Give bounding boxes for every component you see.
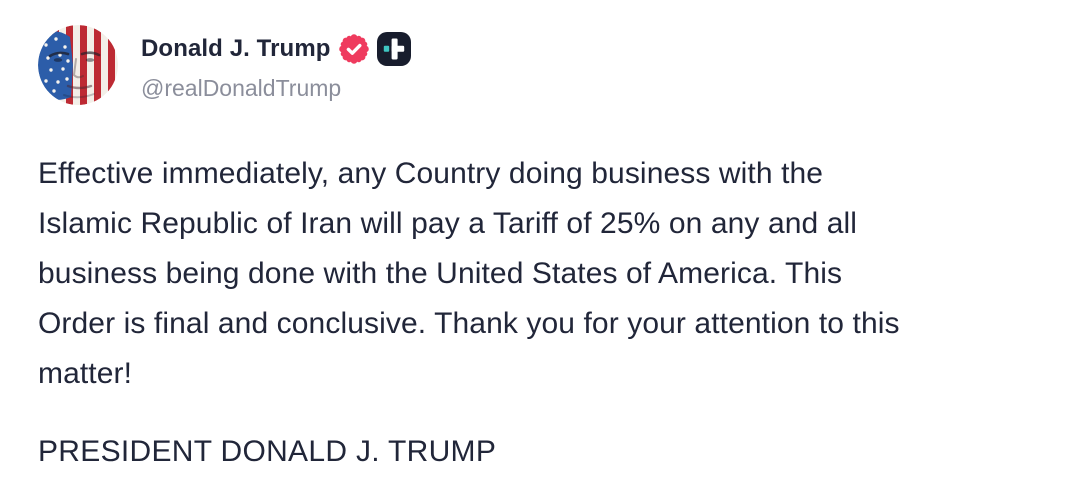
post-text-line: Order is final and conclusive. Thank you… <box>38 307 900 340</box>
author-name-row: Donald J. Trump <box>141 32 411 66</box>
truth-social-icon <box>376 32 411 66</box>
post-text-line: Effective immediately, any Country doing… <box>38 157 824 190</box>
author-handle[interactable]: @realDonaldTrump <box>141 75 342 101</box>
post-signature: PRESIDENT DONALD J. TRUMP <box>38 435 497 468</box>
post-body: Effective immediately, any Country doing… <box>38 149 1051 399</box>
post-header: Donald J. Trump <box>38 25 1051 105</box>
avatar[interactable] <box>38 25 118 105</box>
author-name[interactable]: Donald J. Trump <box>141 35 331 62</box>
author-info: Donald J. Trump <box>141 25 411 102</box>
post-text-line: Islamic Republic of Iran will pay a Tari… <box>38 207 858 240</box>
verified-check-icon <box>338 34 369 64</box>
post-text-line: business being done with the United Stat… <box>38 257 843 290</box>
post-text-line: matter! <box>38 357 133 390</box>
american-flag-face-avatar-icon <box>38 25 118 105</box>
